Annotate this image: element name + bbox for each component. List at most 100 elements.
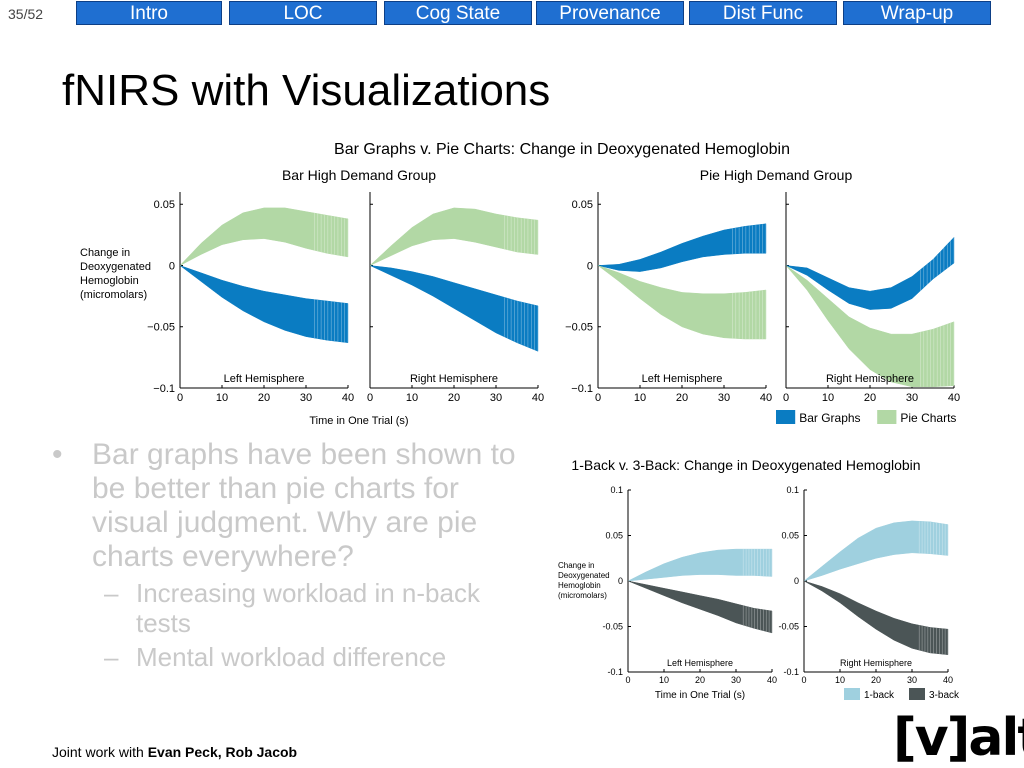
x-tick-label: 10 bbox=[822, 392, 834, 404]
y-axis-label: Change in bbox=[558, 561, 594, 570]
series-band bbox=[179, 265, 349, 343]
series-band bbox=[803, 580, 949, 655]
figure-title: Bar Graphs v. Pie Charts: Change in Deox… bbox=[334, 141, 790, 158]
y-tick-label: −0.05 bbox=[565, 322, 593, 334]
y-tick-label: 0.05 bbox=[605, 531, 623, 541]
x-tick-label: 30 bbox=[907, 675, 917, 685]
legend-label: Pie Charts bbox=[900, 411, 956, 425]
valt-logo: [v]alt bbox=[893, 708, 1024, 768]
sub-bullet-item: – Increasing workload in n-back tests bbox=[52, 578, 542, 638]
x-tick-label: 30 bbox=[718, 392, 730, 404]
series-band bbox=[597, 265, 767, 340]
bullet-dot: • bbox=[52, 438, 63, 471]
x-tick-label: 0 bbox=[801, 675, 806, 685]
x-tick-label: 0 bbox=[783, 392, 789, 404]
x-tick-label: 0 bbox=[177, 392, 183, 404]
y-axis-label: Hemoglobin bbox=[558, 581, 601, 590]
bar-vs-pie-figure: Bar Graphs v. Pie Charts: Change in Deox… bbox=[80, 141, 960, 427]
hemisphere-label: Right Hemisphere bbox=[826, 373, 914, 385]
y-tick-label: 0 bbox=[587, 260, 593, 272]
y-tick-label: 0.05 bbox=[572, 199, 593, 211]
y-axis-label: Deoxygenated bbox=[558, 571, 610, 580]
x-tick-label: 20 bbox=[864, 392, 876, 404]
x-tick-label: 40 bbox=[943, 675, 953, 685]
y-tick-label: 0.1 bbox=[786, 485, 799, 495]
hemisphere-label: Left Hemisphere bbox=[667, 658, 733, 668]
series-band bbox=[785, 236, 955, 310]
hemisphere-label: Left Hemisphere bbox=[642, 373, 723, 385]
sub-bullet-item: – Mental workload difference bbox=[52, 642, 542, 672]
x-tick-label: 40 bbox=[767, 675, 777, 685]
dash-marker: – bbox=[104, 642, 119, 672]
hemisphere-label: Left Hemisphere bbox=[224, 373, 305, 385]
series-band bbox=[369, 207, 539, 266]
x-tick-label: 30 bbox=[300, 392, 312, 404]
series-band bbox=[785, 265, 955, 388]
x-tick-label: 10 bbox=[216, 392, 228, 404]
nav-tab-intro[interactable]: Intro bbox=[76, 1, 222, 25]
x-tick-label: 10 bbox=[406, 392, 418, 404]
footer-names: Evan Peck, Rob Jacob bbox=[147, 744, 298, 760]
y-tick-label: -0.1 bbox=[783, 667, 799, 677]
x-axis-label: Time in One Trial (s) bbox=[309, 415, 408, 427]
y-tick-label: −0.1 bbox=[153, 383, 175, 395]
x-tick-label: 40 bbox=[948, 392, 960, 404]
group-title: Pie High Demand Group bbox=[700, 167, 853, 183]
y-tick-label: 0 bbox=[618, 576, 623, 586]
y-tick-label: −0.1 bbox=[571, 383, 593, 395]
legend-label: 1-back bbox=[864, 690, 895, 701]
x-tick-label: 10 bbox=[634, 392, 646, 404]
x-tick-label: 20 bbox=[695, 675, 705, 685]
y-tick-label: −0.05 bbox=[147, 322, 175, 334]
x-tick-label: 40 bbox=[342, 392, 354, 404]
y-tick-label: 0.05 bbox=[781, 531, 799, 541]
footer-prefix: Joint work with bbox=[52, 744, 148, 760]
x-tick-label: 30 bbox=[731, 675, 741, 685]
dash-marker: – bbox=[104, 578, 119, 608]
x-tick-label: 20 bbox=[258, 392, 270, 404]
nav-tab-wrap-up[interactable]: Wrap-up bbox=[843, 1, 991, 25]
series-band bbox=[597, 223, 767, 272]
x-tick-label: 0 bbox=[625, 675, 630, 685]
x-tick-label: 0 bbox=[595, 392, 601, 404]
slide-number: 35/52 bbox=[8, 6, 44, 22]
sub-bullet-text: Mental workload difference bbox=[136, 642, 447, 672]
series-band bbox=[627, 548, 773, 582]
legend-swatch bbox=[909, 688, 925, 700]
y-tick-label: 0.1 bbox=[610, 485, 623, 495]
nav-tab-cog-state[interactable]: Cog State bbox=[384, 1, 532, 25]
series-band bbox=[803, 520, 949, 582]
x-tick-label: 20 bbox=[871, 675, 881, 685]
y-axis-label: Change in bbox=[80, 247, 130, 259]
figure-title: 1-Back v. 3-Back: Change in Deoxygenated… bbox=[571, 457, 920, 473]
y-tick-label: -0.05 bbox=[602, 622, 623, 632]
footer: Joint work with Evan Peck, Rob Jacob bbox=[52, 744, 297, 760]
x-tick-label: 0 bbox=[367, 392, 373, 404]
hemisphere-label: Right Hemisphere bbox=[840, 658, 912, 668]
slide-title: fNIRS with Visualizations bbox=[62, 66, 551, 115]
y-axis-label: Deoxygenated bbox=[80, 261, 151, 273]
y-tick-label: 0 bbox=[794, 576, 799, 586]
group-title: Bar High Demand Group bbox=[282, 167, 436, 183]
legend-swatch bbox=[844, 688, 860, 700]
y-tick-label: 0.05 bbox=[154, 199, 175, 211]
nav-tab-dist-func[interactable]: Dist Func bbox=[689, 1, 837, 25]
nav-tab-provenance[interactable]: Provenance bbox=[536, 1, 684, 25]
x-tick-label: 40 bbox=[760, 392, 772, 404]
x-tick-label: 20 bbox=[676, 392, 688, 404]
bullet-main-text: Bar graphs have been shown to be better … bbox=[92, 438, 516, 573]
legend-swatch bbox=[877, 410, 897, 424]
one-back-vs-three-back-figure: 1-Back v. 3-Back: Change in Deoxygenated… bbox=[558, 457, 960, 701]
nav-tab-loc[interactable]: LOC bbox=[229, 1, 377, 25]
x-tick-label: 40 bbox=[532, 392, 544, 404]
x-tick-label: 30 bbox=[490, 392, 502, 404]
y-axis-label: Hemoglobin bbox=[80, 275, 139, 287]
legend-label: Bar Graphs bbox=[799, 411, 860, 425]
bullet-list: • Bar graphs have been shown to be bette… bbox=[52, 438, 542, 672]
series-band bbox=[369, 265, 539, 352]
sub-bullet-text: Increasing workload in n-back tests bbox=[136, 578, 480, 638]
x-tick-label: 20 bbox=[448, 392, 460, 404]
y-tick-label: 0 bbox=[169, 260, 175, 272]
y-tick-label: -0.1 bbox=[607, 667, 623, 677]
x-tick-label: 30 bbox=[906, 392, 918, 404]
